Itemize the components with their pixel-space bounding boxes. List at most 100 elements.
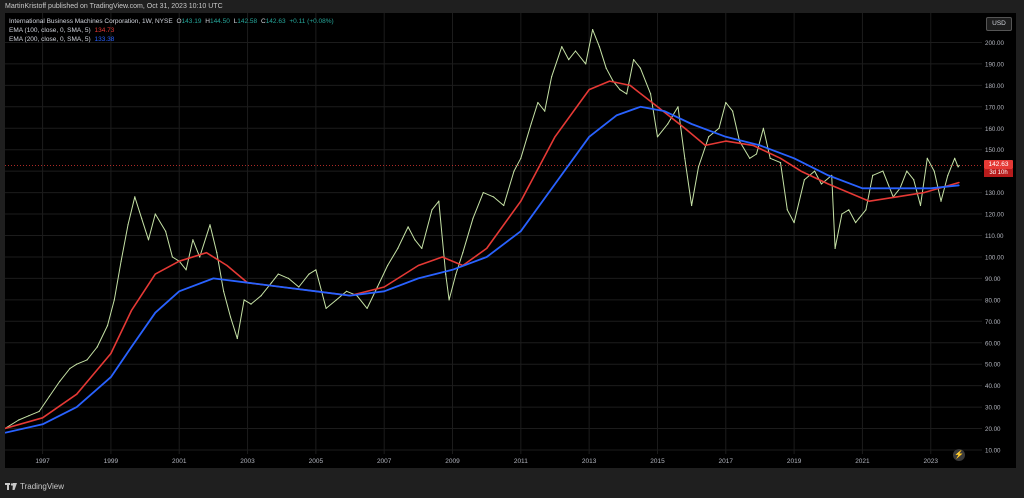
data-point-price (243, 299, 245, 301)
data-point-ema100 (923, 192, 925, 194)
data-point-price (86, 359, 88, 361)
y-tick-label: 30.00 (985, 405, 1001, 412)
legend-ema100-row[interactable]: EMA (100, close, 0, SMA, 5) 134.73 (9, 26, 334, 35)
data-point-price (793, 222, 795, 224)
x-tick-label: 1997 (35, 458, 50, 465)
data-point-ema100 (848, 192, 850, 194)
data-point-ema200 (42, 423, 44, 425)
data-point-price (769, 157, 771, 159)
y-tick-label: 200.00 (985, 40, 1004, 47)
series-line-ema200[interactable] (4, 105, 960, 434)
data-point-ema100 (725, 140, 727, 142)
data-point-price (650, 93, 652, 95)
data-point-price (725, 101, 727, 104)
data-point-price (438, 200, 440, 202)
data-point-price (848, 209, 850, 211)
price-axis-svg: 10.00 20.00 30.00 40.00 50.00 60.00 70.00 80.00… (985, 40, 1004, 455)
data-point-ema200 (349, 295, 351, 297)
last-price-badge: 142.63 3d 10h (984, 159, 1013, 177)
x-tick-label: 2011 (514, 458, 528, 465)
data-point-price (308, 273, 310, 275)
data-point-price (216, 252, 218, 254)
data-point-price (957, 166, 959, 168)
x-tick-label: 2005 (309, 458, 324, 465)
data-point-ema200 (639, 106, 642, 108)
data-point-ema200 (451, 269, 454, 271)
x-tick-label: 2023 (924, 458, 939, 465)
y-tick-label: 170.00 (985, 104, 1004, 111)
data-point-ema200 (212, 277, 214, 279)
data-point-price (882, 170, 884, 172)
footer-branding[interactable]: TradingView (5, 482, 64, 491)
data-point-price (113, 299, 115, 301)
data-point-price (834, 247, 836, 249)
chart-plot-area[interactable]: 1997 1999 2001 2003 2005 2007 2009 2011 2013 2015… (4, 13, 982, 468)
ema200-value: 133.38 (94, 36, 115, 43)
data-point-price (414, 239, 416, 241)
currency-button[interactable]: USD (986, 17, 1012, 31)
y-tick-label: 150.00 (985, 147, 1004, 154)
data-point-price (633, 59, 635, 61)
price-chart-svg[interactable]: 1997 1999 2001 2003 2005 2007 2009 2011 2013 2015… (4, 13, 982, 468)
data-point-ema200 (383, 290, 385, 292)
x-tick-label: 2015 (650, 458, 665, 465)
data-point-ema200 (110, 376, 112, 378)
y-tick-label: 180.00 (985, 83, 1004, 90)
data-point-price (585, 63, 587, 65)
data-point-ema100 (704, 144, 706, 146)
data-point-ema200 (725, 136, 727, 138)
data-point-price (127, 224, 129, 226)
ohlc-open-label: O (176, 18, 182, 25)
data-point-price (270, 282, 273, 284)
data-point-price (154, 213, 156, 215)
data-point-price (18, 419, 20, 421)
data-point-price (503, 204, 505, 207)
data-point-price (223, 290, 225, 292)
x-tick-label: 1999 (104, 458, 119, 465)
series-line-ema100[interactable] (4, 80, 960, 430)
data-point-price (574, 50, 577, 52)
data-point-ema200 (76, 406, 78, 408)
series-line-price[interactable] (4, 29, 960, 429)
data-point-price (134, 196, 136, 198)
price-scale[interactable]: 10.00 20.00 30.00 40.00 50.00 60.00 70.00 80.00… (982, 13, 1016, 468)
y-tick-label: 110.00 (985, 233, 1004, 240)
data-point-price (236, 337, 238, 340)
data-point-price (482, 192, 484, 194)
data-point-price (448, 299, 450, 301)
data-point-ema100 (896, 196, 898, 198)
data-point-ema200 (793, 157, 795, 159)
y-tick-label: 120.00 (985, 212, 1004, 219)
data-point-price (298, 286, 300, 288)
data-point-ema100 (42, 417, 44, 419)
ohlc-high: 144.50 (209, 18, 230, 25)
data-point-ema100 (441, 256, 443, 258)
data-point-price (919, 204, 922, 207)
data-point-price (407, 226, 409, 228)
data-point-price (229, 316, 232, 318)
data-point-price (76, 363, 78, 365)
legend-symbol-row: International Business Machines Corporat… (9, 17, 334, 26)
data-point-price (947, 174, 949, 176)
replay-icon[interactable]: ⚡ (953, 449, 965, 461)
data-point-ema200 (154, 312, 156, 314)
data-point-price (933, 170, 935, 172)
data-point-ema200 (759, 144, 761, 146)
data-point-price (537, 101, 539, 104)
data-point-price (855, 222, 857, 224)
data-point-ema200 (958, 184, 960, 186)
y-tick-label: 80.00 (985, 297, 1001, 304)
y-tick-label: 190.00 (985, 61, 1004, 68)
published-caption: MartinKristoff published on TradingView.… (5, 3, 223, 10)
y-tick-label: 20.00 (985, 426, 1001, 433)
data-point-price (277, 273, 279, 275)
data-point-price (250, 303, 252, 305)
data-point-price (619, 89, 621, 91)
data-point-price (421, 247, 423, 249)
data-point-price (325, 307, 327, 309)
ohlc-high-label: H (205, 18, 210, 25)
legend-ema200-row[interactable]: EMA (200, close, 0, SMA, 5) 133.38 (9, 35, 334, 44)
data-point-ema200 (663, 110, 665, 112)
data-point-ema100 (684, 127, 686, 129)
data-point-price (858, 217, 860, 219)
